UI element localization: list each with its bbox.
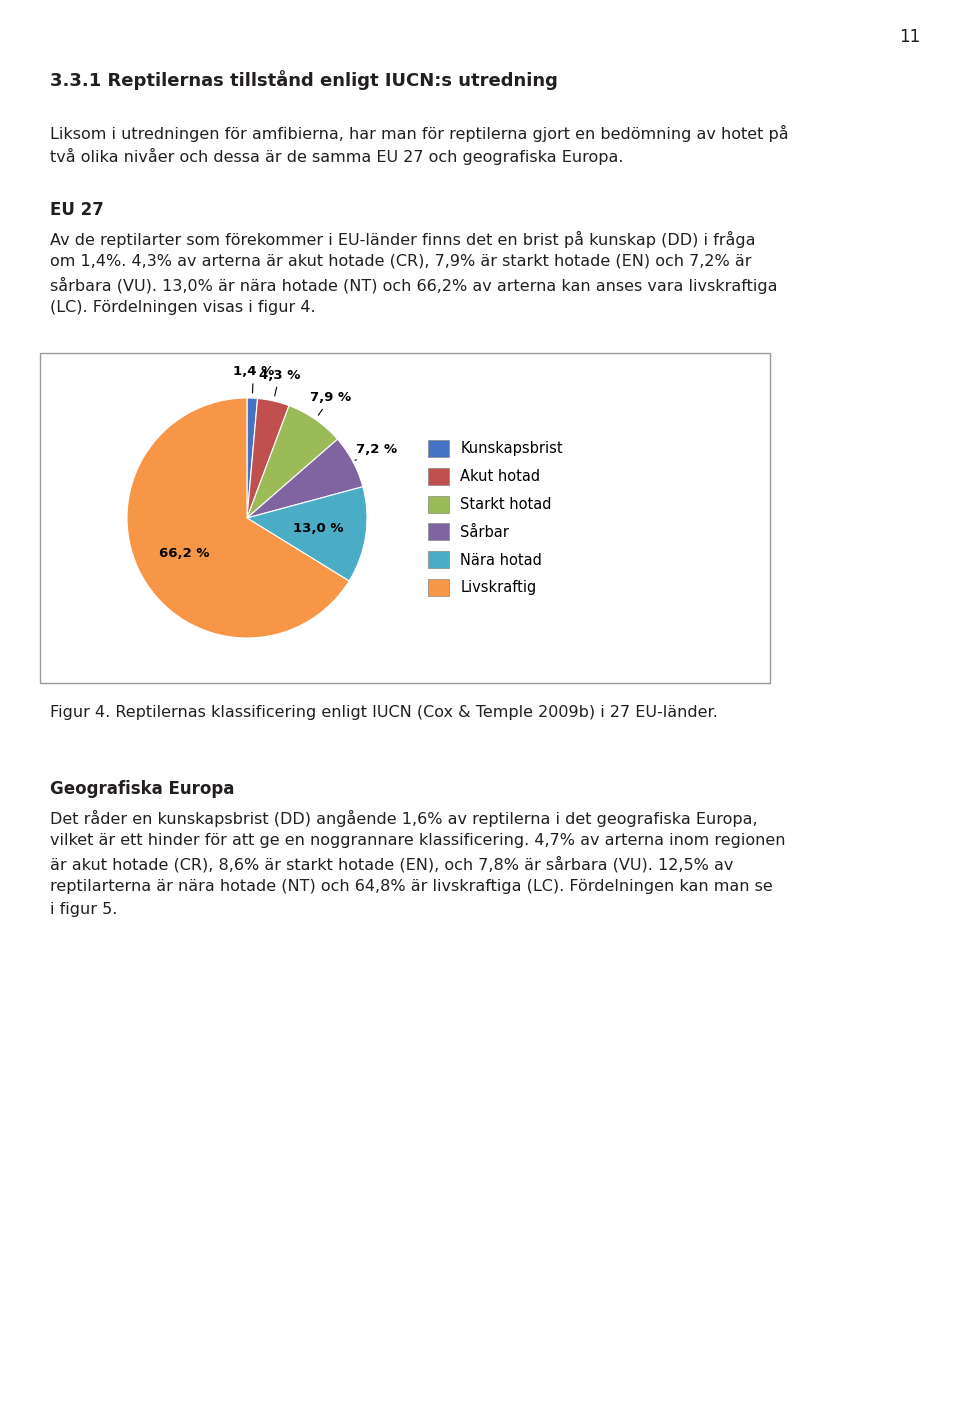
Text: Liksom i utredningen för amfibierna, har man för reptilerna gjort en bedömning a: Liksom i utredningen för amfibierna, har… — [50, 126, 788, 143]
Text: vilket är ett hinder för att ge en noggrannare klassificering. 4,7% av arterna i: vilket är ett hinder för att ge en noggr… — [50, 833, 785, 848]
Bar — [40, 352, 770, 684]
Text: 1,4 %: 1,4 % — [233, 365, 274, 392]
Text: 13,0 %: 13,0 % — [293, 522, 344, 535]
Text: sårbara (VU). 13,0% är nära hotade (NT) och 66,2% av arterna kan anses vara livs: sårbara (VU). 13,0% är nära hotade (NT) … — [50, 277, 778, 294]
Text: (LC). Fördelningen visas i figur 4.: (LC). Fördelningen visas i figur 4. — [50, 300, 316, 315]
Wedge shape — [247, 405, 338, 518]
Text: reptilarterna är nära hotade (NT) och 64,8% är livskraftiga (LC). Fördelningen k: reptilarterna är nära hotade (NT) och 64… — [50, 879, 773, 893]
Text: 3.3.1 Reptilernas tillstånd enligt IUCN:s utredning: 3.3.1 Reptilernas tillstånd enligt IUCN:… — [50, 70, 558, 90]
Text: Figur 4. Reptilernas klassificering enligt IUCN (Cox & Temple 2009b) i 27 EU-län: Figur 4. Reptilernas klassificering enli… — [50, 705, 718, 721]
Text: 66,2 %: 66,2 % — [158, 547, 209, 559]
Text: 7,9 %: 7,9 % — [310, 391, 351, 415]
Wedge shape — [247, 440, 363, 518]
Text: 4,3 %: 4,3 % — [258, 368, 300, 395]
Wedge shape — [127, 398, 349, 638]
Text: EU 27: EU 27 — [50, 201, 104, 218]
Text: 7,2 %: 7,2 % — [355, 442, 396, 461]
Text: är akut hotade (CR), 8,6% är starkt hotade (EN), och 7,8% är sårbara (VU). 12,5%: är akut hotade (CR), 8,6% är starkt hota… — [50, 856, 733, 872]
Text: 11: 11 — [899, 29, 920, 46]
Text: i figur 5.: i figur 5. — [50, 902, 117, 918]
Wedge shape — [247, 398, 257, 518]
Wedge shape — [247, 487, 367, 581]
Text: Geografiska Europa: Geografiska Europa — [50, 781, 234, 798]
Text: Det råder en kunskapsbrist (DD) angående 1,6% av reptilerna i det geografiska Eu: Det råder en kunskapsbrist (DD) angående… — [50, 811, 757, 828]
Wedge shape — [247, 398, 289, 518]
Text: om 1,4%. 4,3% av arterna är akut hotade (CR), 7,9% är starkt hotade (EN) och 7,2: om 1,4%. 4,3% av arterna är akut hotade … — [50, 254, 752, 270]
Text: två olika nivåer och dessa är de samma EU 27 och geografiska Europa.: två olika nivåer och dessa är de samma E… — [50, 148, 623, 166]
Text: Av de reptilarter som förekommer i EU-länder finns det en brist på kunskap (DD) : Av de reptilarter som förekommer i EU-lä… — [50, 231, 756, 248]
Legend: Kunskapsbrist, Akut hotad, Starkt hotad, Sårbar, Nära hotad, Livskraftig: Kunskapsbrist, Akut hotad, Starkt hotad,… — [428, 440, 563, 596]
